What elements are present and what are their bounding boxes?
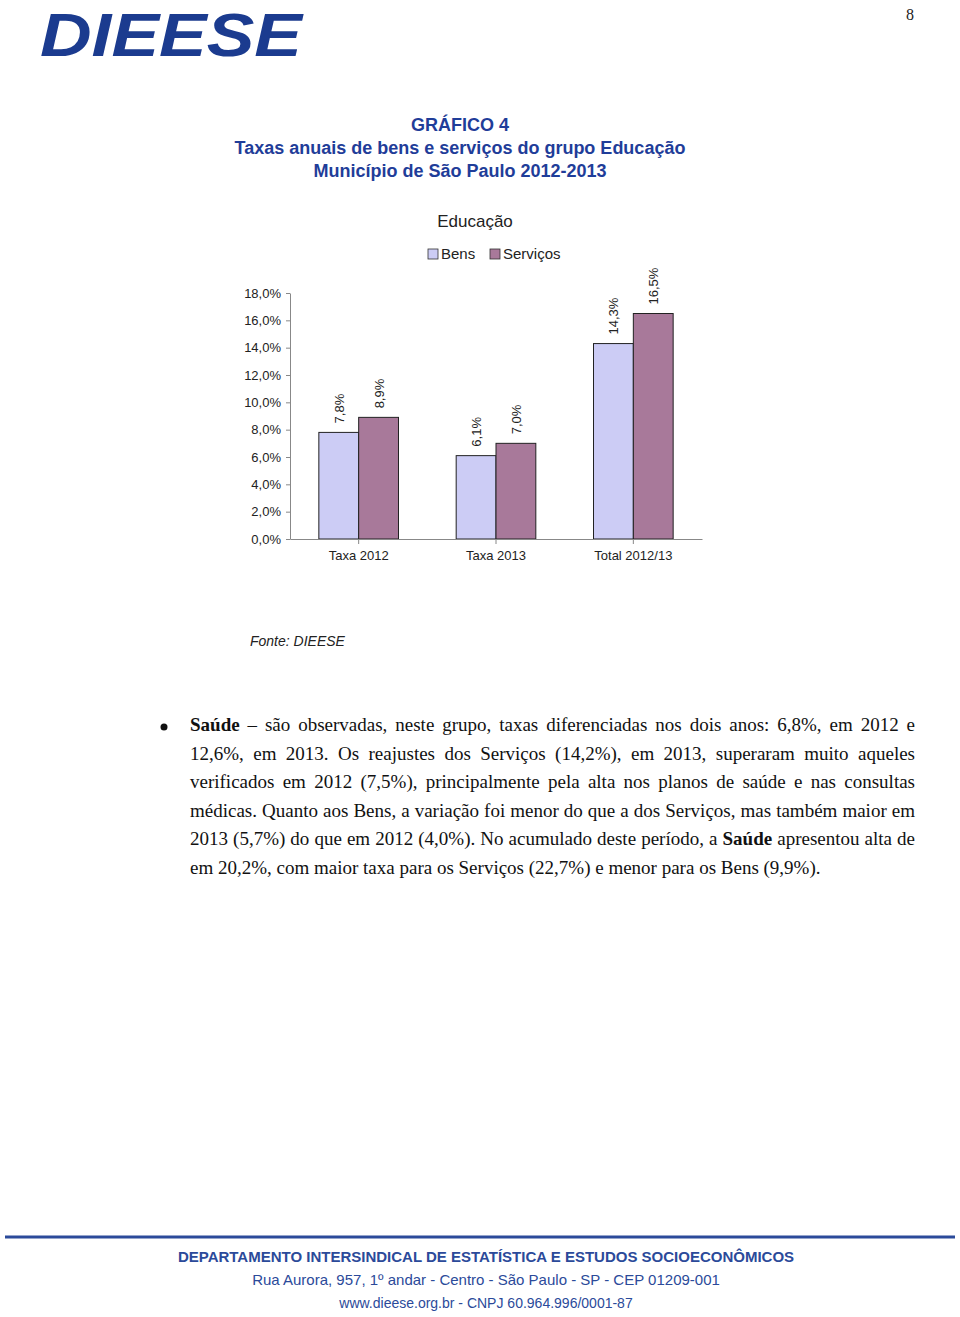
legend-label: Serviços [503,245,561,262]
y-axis: 0,0% 2,0% 4,0% 6,0% 8,0% 10,0% 12,0% 14,0% 16,0%… [244,286,290,547]
page-canvas: 8 DIEESE GRÁFICO 4 Taxas anuais de bens e s… [0,0,960,1317]
chart-heading: GRÁFICO 4 [411,114,509,135]
x-axis: Taxa 2012 Taxa 2013 Total 2012/13 [291,539,703,563]
y-tick-mark [286,512,290,513]
chart-title: Educação [437,212,513,231]
legend-swatch [428,249,438,259]
y-tick-label: 8,0% [251,422,281,437]
y-tick-mark [286,402,290,403]
data-label: 16,5% [646,267,661,304]
chart: Educação Bens Serviços 0,0% 2,0% 4,0% 6,0% 8,0%… [244,212,702,563]
x-tick: Total 2012/13 [594,539,672,563]
y-tick-mark [286,484,290,485]
y-tick: 14,0% [244,340,290,355]
y-tick-label: 12,0% [244,368,281,383]
y-tick: 10,0% [244,395,290,410]
chart-heading: Taxas anuais de bens e serviços do grupo… [235,138,686,158]
data-label: 7,8% [332,393,347,423]
bar [496,443,536,539]
bold-text: Saúde [723,828,773,849]
y-tick-mark [286,457,290,458]
bullet [161,724,168,731]
page-number: 8 [906,6,914,23]
y-tick: 16,0% [244,313,290,328]
bold-text: Saúde [190,714,240,735]
y-tick-mark [286,348,290,349]
footer-line: DEPARTAMENTO INTERSINDICAL DE ESTATÍSTIC… [178,1248,794,1265]
bar [319,432,359,539]
chart-heading: Município de São Paulo 2012-2013 [313,161,606,181]
y-tick-mark [286,430,290,431]
y-tick-label: 18,0% [244,286,281,301]
x-tick-mark [496,539,497,544]
y-tick: 8,0% [251,422,290,437]
y-tick-label: 16,0% [244,313,281,328]
y-tick: 2,0% [251,504,290,519]
bar [594,344,634,539]
bar [456,456,496,539]
x-tick-label: Total 2012/13 [594,548,672,563]
y-tick-mark [286,539,290,540]
legend: Bens Serviços [428,245,561,262]
legend-label: Bens [441,245,475,262]
bars [319,314,673,540]
x-tick-label: Taxa 2013 [466,548,526,563]
footer-line: Rua Aurora, 957, 1º andar - Centro - São… [252,1271,720,1288]
y-axis-line [290,294,291,540]
y-tick: 12,0% [244,368,290,383]
x-tick-mark [358,539,359,544]
data-label: 6,1% [469,417,484,447]
y-tick: 4,0% [251,477,290,492]
footer-line: www.dieese.org.br - CNPJ 60.964.996/0001… [338,1295,633,1311]
data-label: 14,3% [606,297,621,334]
x-tick-mark [633,539,634,544]
source-note: Fonte: DIEESE [250,633,346,649]
footer-rule [5,1236,955,1239]
logo: DIEESE [40,0,304,69]
data-labels: 7,8% 6,1% 14,3% 8,9% 7,0% 16,5% [332,267,661,446]
paragraph: Saúde – são observadas, neste grupo, tax… [190,711,915,883]
y-tick: 18,0% [244,286,290,301]
legend-item: Serviços [490,245,561,262]
x-tick: Taxa 2012 [329,539,389,563]
x-tick: Taxa 2013 [466,539,526,563]
y-tick: 6,0% [251,450,290,465]
bar [359,417,399,539]
y-tick-mark [286,375,290,376]
legend-item: Bens [428,245,475,262]
y-tick-mark [286,293,290,294]
y-tick-label: 6,0% [251,450,281,465]
y-tick-label: 14,0% [244,340,281,355]
y-tick-label: 0,0% [251,532,281,547]
data-label: 8,9% [372,378,387,408]
data-label: 7,0% [509,404,524,434]
y-tick-label: 4,0% [251,477,281,492]
x-tick-label: Taxa 2012 [329,548,389,563]
y-tick-label: 2,0% [251,504,281,519]
bar [633,314,673,540]
y-tick-label: 10,0% [244,395,281,410]
y-tick-mark [286,320,290,321]
y-tick: 0,0% [251,532,290,547]
legend-swatch [490,249,500,259]
